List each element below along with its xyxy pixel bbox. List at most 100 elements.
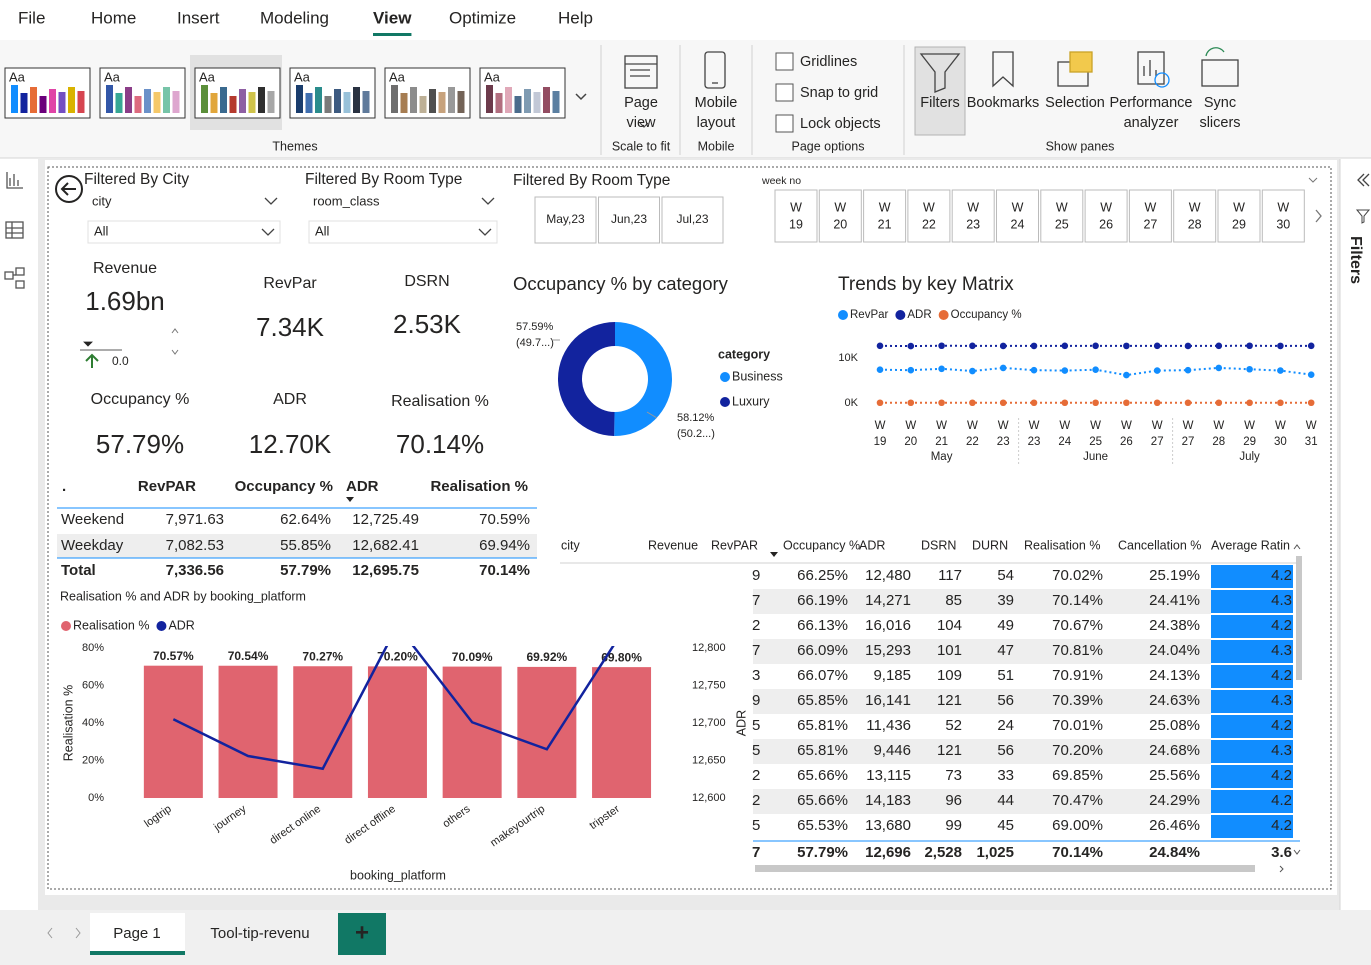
theme-swatch [324,96,332,113]
tab-scroll[interactable] [47,927,81,939]
week-tile[interactable] [907,189,951,243]
table-cell: 117 [938,567,962,584]
table-cell: 7,082.53 [166,537,224,554]
table-cell: 70.59% [479,511,530,528]
slicer-dropdown[interactable] [87,220,281,244]
pane-button[interactable]: Filters [920,95,959,111]
theme-swatch [106,85,113,113]
table-total: 7,336.56 [166,562,224,579]
add-page-bg[interactable] [338,913,386,955]
theme-tile[interactable] [479,67,566,119]
vertical-scrollbar[interactable] [1296,556,1302,680]
table-cell: Weekend [61,511,124,528]
rating-bar [1211,615,1293,638]
table-cell: 25.19% [1149,567,1200,584]
expand-filters[interactable] [1357,173,1370,187]
month-tile[interactable] [598,196,660,244]
donut-data-label: 57.59% [516,321,554,333]
week-tile[interactable] [863,189,907,243]
table-cell: 39 [997,592,1014,609]
theme-tile[interactable] [99,67,186,119]
donut-leader [552,339,658,419]
theme-tile[interactable] [384,67,471,119]
menu-item[interactable]: Optimize [449,8,516,27]
menu-item[interactable]: Modeling [260,8,329,27]
week-tile[interactable] [951,189,995,243]
dropdown-chevron[interactable] [478,228,492,236]
pane-button[interactable]: Performance [1109,95,1192,111]
trend-point [969,367,976,375]
x-tick-label: W [1029,420,1040,432]
table-total: 70.14% [479,562,530,579]
theme-swatch [400,93,408,113]
table-cell: 24.13% [1149,667,1200,684]
week-tile[interactable] [1128,189,1172,243]
table-cell: 4.2 [1271,767,1292,784]
theme-swatch [457,91,465,113]
pane-button[interactable]: Selection [1045,95,1105,111]
slicer-dropdown[interactable] [308,220,498,244]
page-tab[interactable]: Tool-tip-revenu [210,925,309,942]
month-tile[interactable] [661,196,724,244]
add-page-button[interactable]: + [355,919,369,946]
pane-button[interactable]: Bookmarks [967,95,1040,111]
week-tile[interactable] [996,189,1039,243]
theme-swatch [334,89,341,113]
menu-item[interactable]: View [373,8,412,27]
menu-item[interactable]: Help [558,8,593,27]
page-view-button[interactable]: Page [624,95,658,111]
filters-pane-collapsed[interactable] [1340,159,1371,910]
card-label: Revenue [93,260,157,277]
table-cell: 4.2 [1271,792,1292,809]
slicer-value: All [315,223,330,238]
week-tile[interactable] [774,189,818,243]
week-tile-label: 23 [966,217,980,231]
week-tile[interactable] [1173,189,1217,243]
theme-tile[interactable] [289,67,376,119]
week-tile[interactable] [1217,189,1261,243]
x-tick-label: 30 [1274,436,1287,448]
filters-button-bg[interactable] [914,46,966,136]
dropdown-chevron[interactable] [264,197,278,205]
menu-item[interactable]: Insert [177,8,220,27]
checkbox-label: Gridlines [800,54,857,70]
theme-swatch [343,92,351,113]
back-button[interactable] [55,175,83,203]
rating-bar [1211,590,1293,613]
table-cell: 121 [937,692,962,709]
table-cell: 4.2 [1271,817,1292,834]
page-tab[interactable]: Page 1 [113,925,161,942]
rating-bar [1211,690,1293,713]
menu-item[interactable]: Home [91,8,136,27]
menu-item[interactable]: File [18,8,45,27]
week-tile-label: 30 [1276,217,1290,231]
dropdown-chevron[interactable] [481,197,495,205]
week-tile[interactable] [1261,189,1305,243]
table-cell: 2 [752,617,760,634]
week-tile[interactable] [1084,189,1128,243]
x-tick-label: 28 [1212,436,1225,448]
checkbox[interactable] [775,52,794,71]
donut-legend-item: Business [732,369,783,383]
themes-dropdown[interactable] [575,93,587,101]
month-tile[interactable] [534,196,597,244]
checkbox[interactable] [775,114,794,133]
week-next[interactable] [1315,209,1322,223]
horizontal-scrollbar[interactable] [755,865,1255,872]
view-nav-icons[interactable] [4,172,25,289]
week-tile[interactable] [1040,189,1084,243]
checkbox[interactable] [775,83,794,102]
mobile-layout-button[interactable]: Mobile [695,95,738,111]
pane-button[interactable]: Sync [1204,95,1236,111]
dropdown-chevron[interactable] [261,228,275,236]
week-tile[interactable] [818,189,862,243]
theme-tile[interactable] [194,67,281,119]
x-tick-label: 25 [1089,436,1102,448]
legend-dot [838,310,848,320]
table-cell: 69.00% [1052,817,1103,834]
table-cell: 16,016 [865,617,911,634]
y2-tick-label: 12,750 [692,679,726,691]
theme-tile[interactable] [4,67,91,119]
combo-legend-item: Realisation % [73,618,149,632]
row-band [753,589,1211,614]
